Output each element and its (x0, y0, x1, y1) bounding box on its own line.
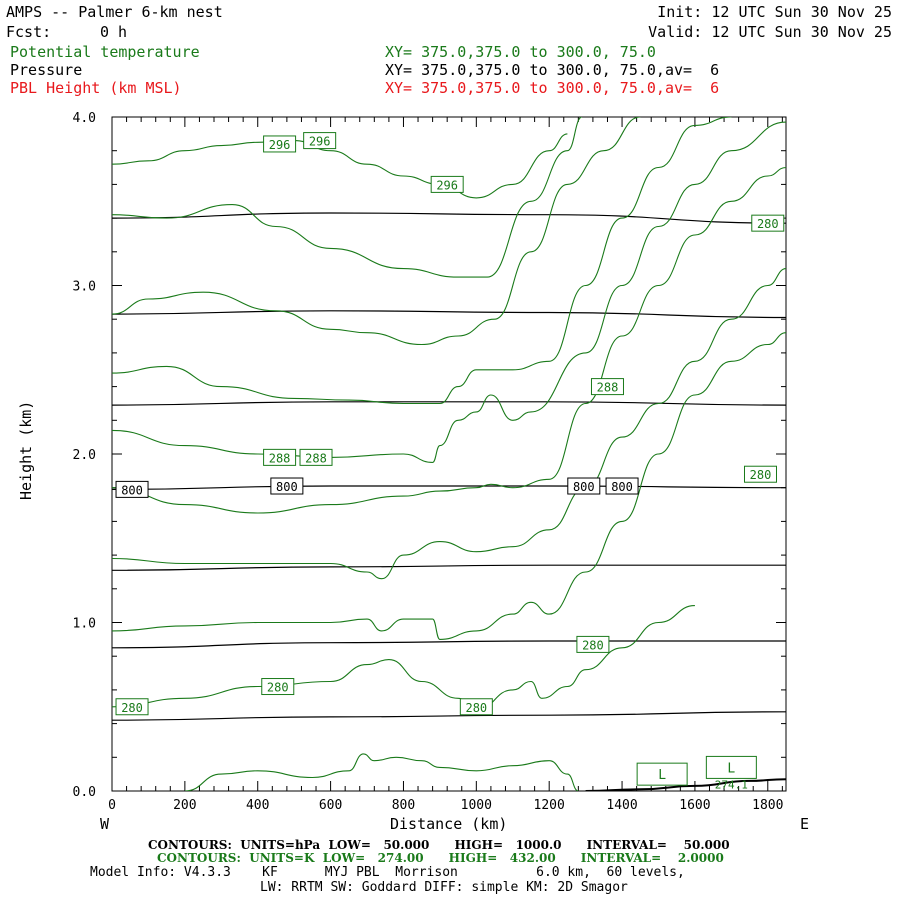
pressure-contour-label: 800 (573, 480, 595, 494)
y-axis-label: Height (km) (17, 400, 35, 500)
theta-contour-line (112, 166, 786, 514)
pressure-contour-line (112, 212, 786, 224)
field-potential-temperature-xy: XY= 375.0,375.0 to 300.0, 75.0 (385, 43, 656, 61)
pressure-contour-label: 800 (276, 480, 298, 494)
theta-contour-label-box (263, 448, 297, 466)
theta-contour-line (112, 268, 786, 580)
theta-contour-line (184, 753, 579, 791)
x-tick-label: 400 (246, 798, 269, 813)
contours-theta-info: CONTOURS: UNITS=K LOW= 274.00 HIGH= 432.… (157, 851, 724, 865)
pressure-contour-label-box (605, 477, 639, 495)
pressure-contour-label: 800 (611, 480, 633, 494)
contour-labels: 800 800 800 800 296 296 296 280 288 288 288 280 280 2… (115, 132, 785, 791)
theta-contour-label: 288 (597, 381, 619, 395)
x-tick-label: 1600 (679, 798, 710, 813)
theta-contour-label-box (590, 378, 624, 396)
x-tick-label: 1800 (752, 798, 783, 813)
valid-time: Valid: 12 UTC Sun 30 Nov 25 (648, 23, 892, 41)
field-pressure: Pressure (10, 61, 83, 79)
theta-contours (112, 117, 786, 791)
pressure-contour-label-box (115, 480, 149, 498)
x-axis-label: Distance (km) (390, 815, 508, 833)
field-pressure-xy: XY= 375.0,375.0 to 300.0, 75.0,av= 6 (385, 61, 720, 79)
theta-contour-line (112, 605, 695, 711)
theta-contour-label: 280 (267, 681, 289, 695)
theta-contour-label: 288 (305, 451, 327, 465)
pressure-contour-line (112, 310, 786, 319)
model-title: AMPS -- Palmer 6-km nest (6, 3, 223, 21)
theta-contour-label: 288 (269, 451, 291, 465)
chart-axes: 0 200 400 600 800 1000 1200 1400 1600 1800 0.0 1.0 2… (73, 111, 787, 813)
pressure-contour-label-box (567, 477, 601, 495)
x-tick-label: 800 (392, 798, 415, 813)
x-tick-label: 200 (173, 798, 196, 813)
pressure-contour-label-box (270, 477, 304, 495)
theta-contour-label: 280 (582, 638, 604, 652)
pressure-contours (112, 212, 786, 791)
y-tick-label: 2.0 (73, 448, 96, 463)
low-value-label: 274.1 (715, 778, 748, 791)
theta-contour-label: 296 (269, 138, 291, 152)
y-tick-label: 0.0 (73, 785, 96, 800)
forecast-value: 0 h (100, 23, 128, 41)
low-marker: L (658, 768, 666, 783)
theta-contour-label-box (430, 175, 464, 193)
low-marker: L (727, 761, 735, 776)
theta-contour-label: 280 (750, 468, 772, 482)
theta-contour-label-box (751, 214, 785, 232)
model-info: Model Info: V4.3.3 KF MYJ PBL Morrison 6… (90, 865, 685, 880)
pressure-contour-line (112, 564, 786, 571)
x-tick-label: 600 (319, 798, 342, 813)
theta-contour-label-box (576, 635, 610, 653)
terrain-line (585, 778, 786, 791)
theta-contour-line (112, 117, 583, 278)
theta-contour-label: 280 (465, 701, 487, 715)
theta-contour-label: 280 (757, 217, 779, 231)
x-axis-left-end: W (100, 815, 110, 833)
theta-contour-line (112, 117, 732, 405)
contours-pressure-info: CONTOURS: UNITS=hPa LOW= 50.000 HIGH= 10… (148, 838, 730, 852)
pressure-contour-line (112, 711, 786, 721)
theta-contour-label: 296 (309, 135, 331, 149)
theta-contour-label: 296 (436, 178, 458, 192)
model-info-physics: LW: RRTM SW: Goddard DIFF: simple KM: 2D… (260, 880, 628, 895)
theta-contour-label: 280 (121, 701, 143, 715)
theta-contour-line (112, 332, 786, 640)
theta-contour-line (112, 133, 568, 199)
x-tick-label: 0 (108, 798, 116, 813)
theta-contour-label-box (261, 678, 295, 696)
x-tick-label: 1000 (461, 798, 492, 813)
pressure-contour-line (112, 401, 786, 406)
plot-frame (111, 116, 787, 792)
forecast-label: Fcst: (6, 23, 52, 41)
pressure-contour-line (112, 485, 786, 490)
init-time: Init: 12 UTC Sun 30 Nov 25 (657, 3, 892, 21)
field-potential-temperature: Potential temperature (10, 43, 200, 61)
pressure-contour-line (112, 640, 786, 649)
y-tick-label: 4.0 (73, 111, 96, 126)
theta-contour-label-box (299, 448, 333, 466)
theta-contour-label-box (459, 698, 493, 716)
y-tick-label: 3.0 (73, 280, 96, 295)
theta-contour-label-box (263, 135, 297, 153)
y-tick-label: 1.0 (73, 617, 96, 632)
x-axis-right-end: E (800, 815, 810, 833)
low-marker-box (705, 755, 757, 779)
theta-contour-label-box (303, 132, 337, 150)
low-marker-box (636, 762, 688, 786)
x-tick-label: 1400 (606, 798, 637, 813)
x-tick-label: 1200 (534, 798, 565, 813)
theta-contour-label-box (743, 465, 777, 483)
field-pbl-height-xy: XY= 375.0,375.0 to 300.0, 75.0,av= 6 (385, 79, 720, 97)
field-pbl-height: PBL Height (km MSL) (10, 79, 182, 97)
pressure-contour-label: 800 (121, 483, 143, 497)
theta-contour-label-box (115, 698, 149, 716)
theta-contour-line (112, 117, 641, 346)
